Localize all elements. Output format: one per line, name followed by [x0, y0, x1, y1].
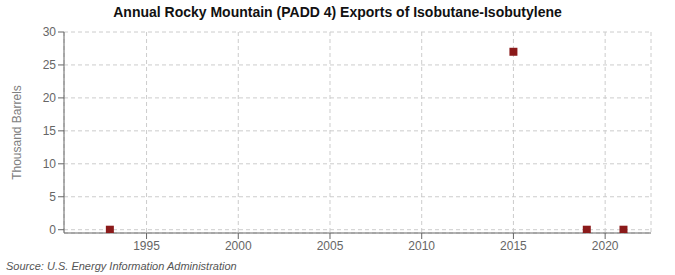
svg-text:10: 10: [43, 157, 57, 171]
svg-text:0: 0: [49, 223, 56, 237]
svg-text:25: 25: [43, 58, 57, 72]
html-text:Annual Rocky Mountain (PADD 4): Annual Rocky Mountain (PADD 4) Exports o…: [113, 4, 562, 20]
svg-text:5: 5: [49, 190, 56, 204]
svg-text:2005: 2005: [317, 239, 344, 253]
svg-text:2010: 2010: [408, 239, 435, 253]
svg-text:2000: 2000: [225, 239, 252, 253]
svg-text:20: 20: [43, 91, 57, 105]
svg-text:30: 30: [43, 25, 57, 39]
svg-text:2015: 2015: [500, 239, 527, 253]
svg-text:1995: 1995: [133, 239, 160, 253]
svg-text:2020: 2020: [592, 239, 619, 253]
svg-text:Thousand Barrels: Thousand Barrels: [10, 85, 24, 180]
svg-text:15: 15: [43, 124, 57, 138]
html-text:Source: U.S. Energy Informatio: Source: U.S. Energy Information Administ…: [6, 260, 237, 272]
